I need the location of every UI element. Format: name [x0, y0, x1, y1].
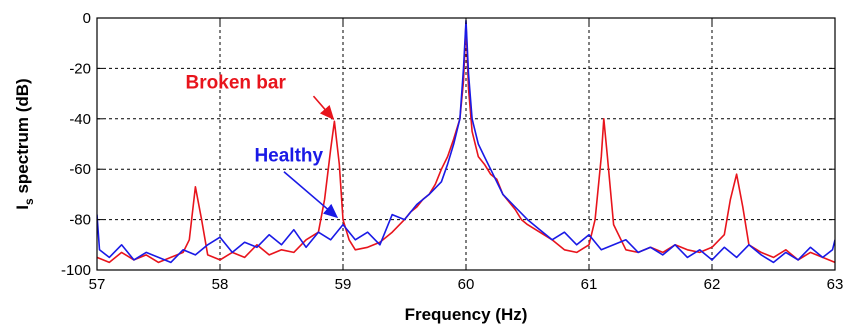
annotation-label-healthy: Healthy [254, 146, 323, 167]
annotation-label-broken: Broken bar [186, 73, 287, 94]
x-tick-label: 58 [212, 276, 229, 293]
y-axis-label-rest: spectrum (dB) [13, 78, 32, 198]
x-tick-label: 59 [335, 276, 352, 293]
x-tick-label: 61 [581, 276, 598, 293]
x-tick-label: 60 [458, 276, 475, 293]
y-tick-label: 0 [83, 10, 91, 27]
y-tick-label: -40 [69, 111, 91, 128]
annotation-arrow-broken [312, 95, 335, 121]
annotations: Broken bar Healthy [186, 73, 339, 219]
annotation-arrow-healthy [283, 171, 339, 219]
y-axis-label: Is spectrum (dB) [13, 78, 36, 209]
y-tick-label: -100 [61, 262, 91, 279]
y-axis-label-main: I [13, 205, 32, 210]
y-axis-label-subscript: s [22, 198, 36, 205]
x-tick-label: 63 [827, 276, 844, 293]
x-axis-label: Frequency (Hz) [405, 305, 528, 324]
x-tick-label: 57 [89, 276, 106, 293]
y-tick-label: -20 [69, 60, 91, 77]
x-tick-label: 62 [704, 276, 721, 293]
grid [97, 18, 835, 270]
axis-ticks: 57 58 59 60 61 62 63 0 -20 -40 -60 -80 -100 [61, 10, 843, 293]
y-tick-label: -80 [69, 212, 91, 229]
y-tick-label: -60 [69, 161, 91, 178]
